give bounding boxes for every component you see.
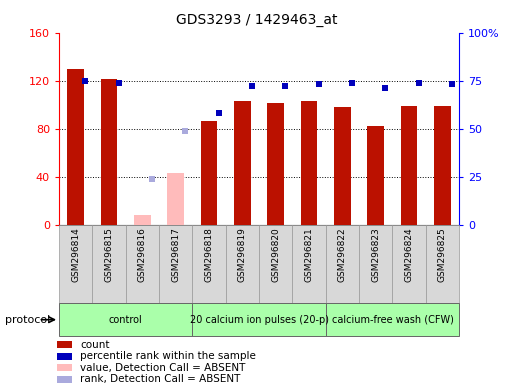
Text: control: control [109,314,143,325]
Text: GSM296817: GSM296817 [171,227,180,282]
Text: GSM296815: GSM296815 [105,227,113,282]
Bar [101,79,117,225]
Bar [57,353,72,360]
Bar [234,101,251,225]
Bar [359,225,392,303]
Text: GSM296823: GSM296823 [371,227,380,282]
Bar [434,106,451,225]
Text: calcium-free wash (CFW): calcium-free wash (CFW) [331,314,453,325]
Text: GSM296814: GSM296814 [71,227,80,282]
Text: GSM296824: GSM296824 [405,227,413,281]
Bar [326,225,359,303]
Text: GSM296816: GSM296816 [138,227,147,282]
Bar [67,69,84,225]
Bar [326,303,459,336]
Text: 20 calcium ion pulses (20-p): 20 calcium ion pulses (20-p) [190,314,328,325]
Bar [57,341,72,348]
Bar [226,225,259,303]
Bar [192,225,226,303]
Bar [259,225,292,303]
Bar [201,121,218,225]
Bar [92,225,126,303]
Bar [59,303,192,336]
Bar [301,101,318,225]
Bar [367,126,384,225]
Text: GSM296822: GSM296822 [338,227,347,281]
Text: GSM296821: GSM296821 [305,227,313,282]
Text: GSM296825: GSM296825 [438,227,447,282]
Bar [167,173,184,225]
Text: GSM296819: GSM296819 [238,227,247,282]
Bar [59,225,92,303]
Bar [126,225,159,303]
Text: count: count [80,339,109,350]
Bar [57,364,72,371]
Bar [134,215,151,225]
Bar [426,225,459,303]
Text: percentile rank within the sample: percentile rank within the sample [80,351,256,361]
Bar [334,107,351,225]
Bar [267,103,284,225]
Bar [392,225,426,303]
Text: rank, Detection Call = ABSENT: rank, Detection Call = ABSENT [80,374,240,384]
Bar [57,376,72,383]
Bar [401,106,418,225]
Text: protocol: protocol [5,314,50,325]
Bar [192,303,326,336]
Bar [292,225,326,303]
Text: value, Detection Call = ABSENT: value, Detection Call = ABSENT [80,362,245,373]
Text: GSM296818: GSM296818 [205,227,213,282]
Bar [159,225,192,303]
Text: GSM296820: GSM296820 [271,227,280,282]
Text: GDS3293 / 1429463_at: GDS3293 / 1429463_at [176,13,337,27]
